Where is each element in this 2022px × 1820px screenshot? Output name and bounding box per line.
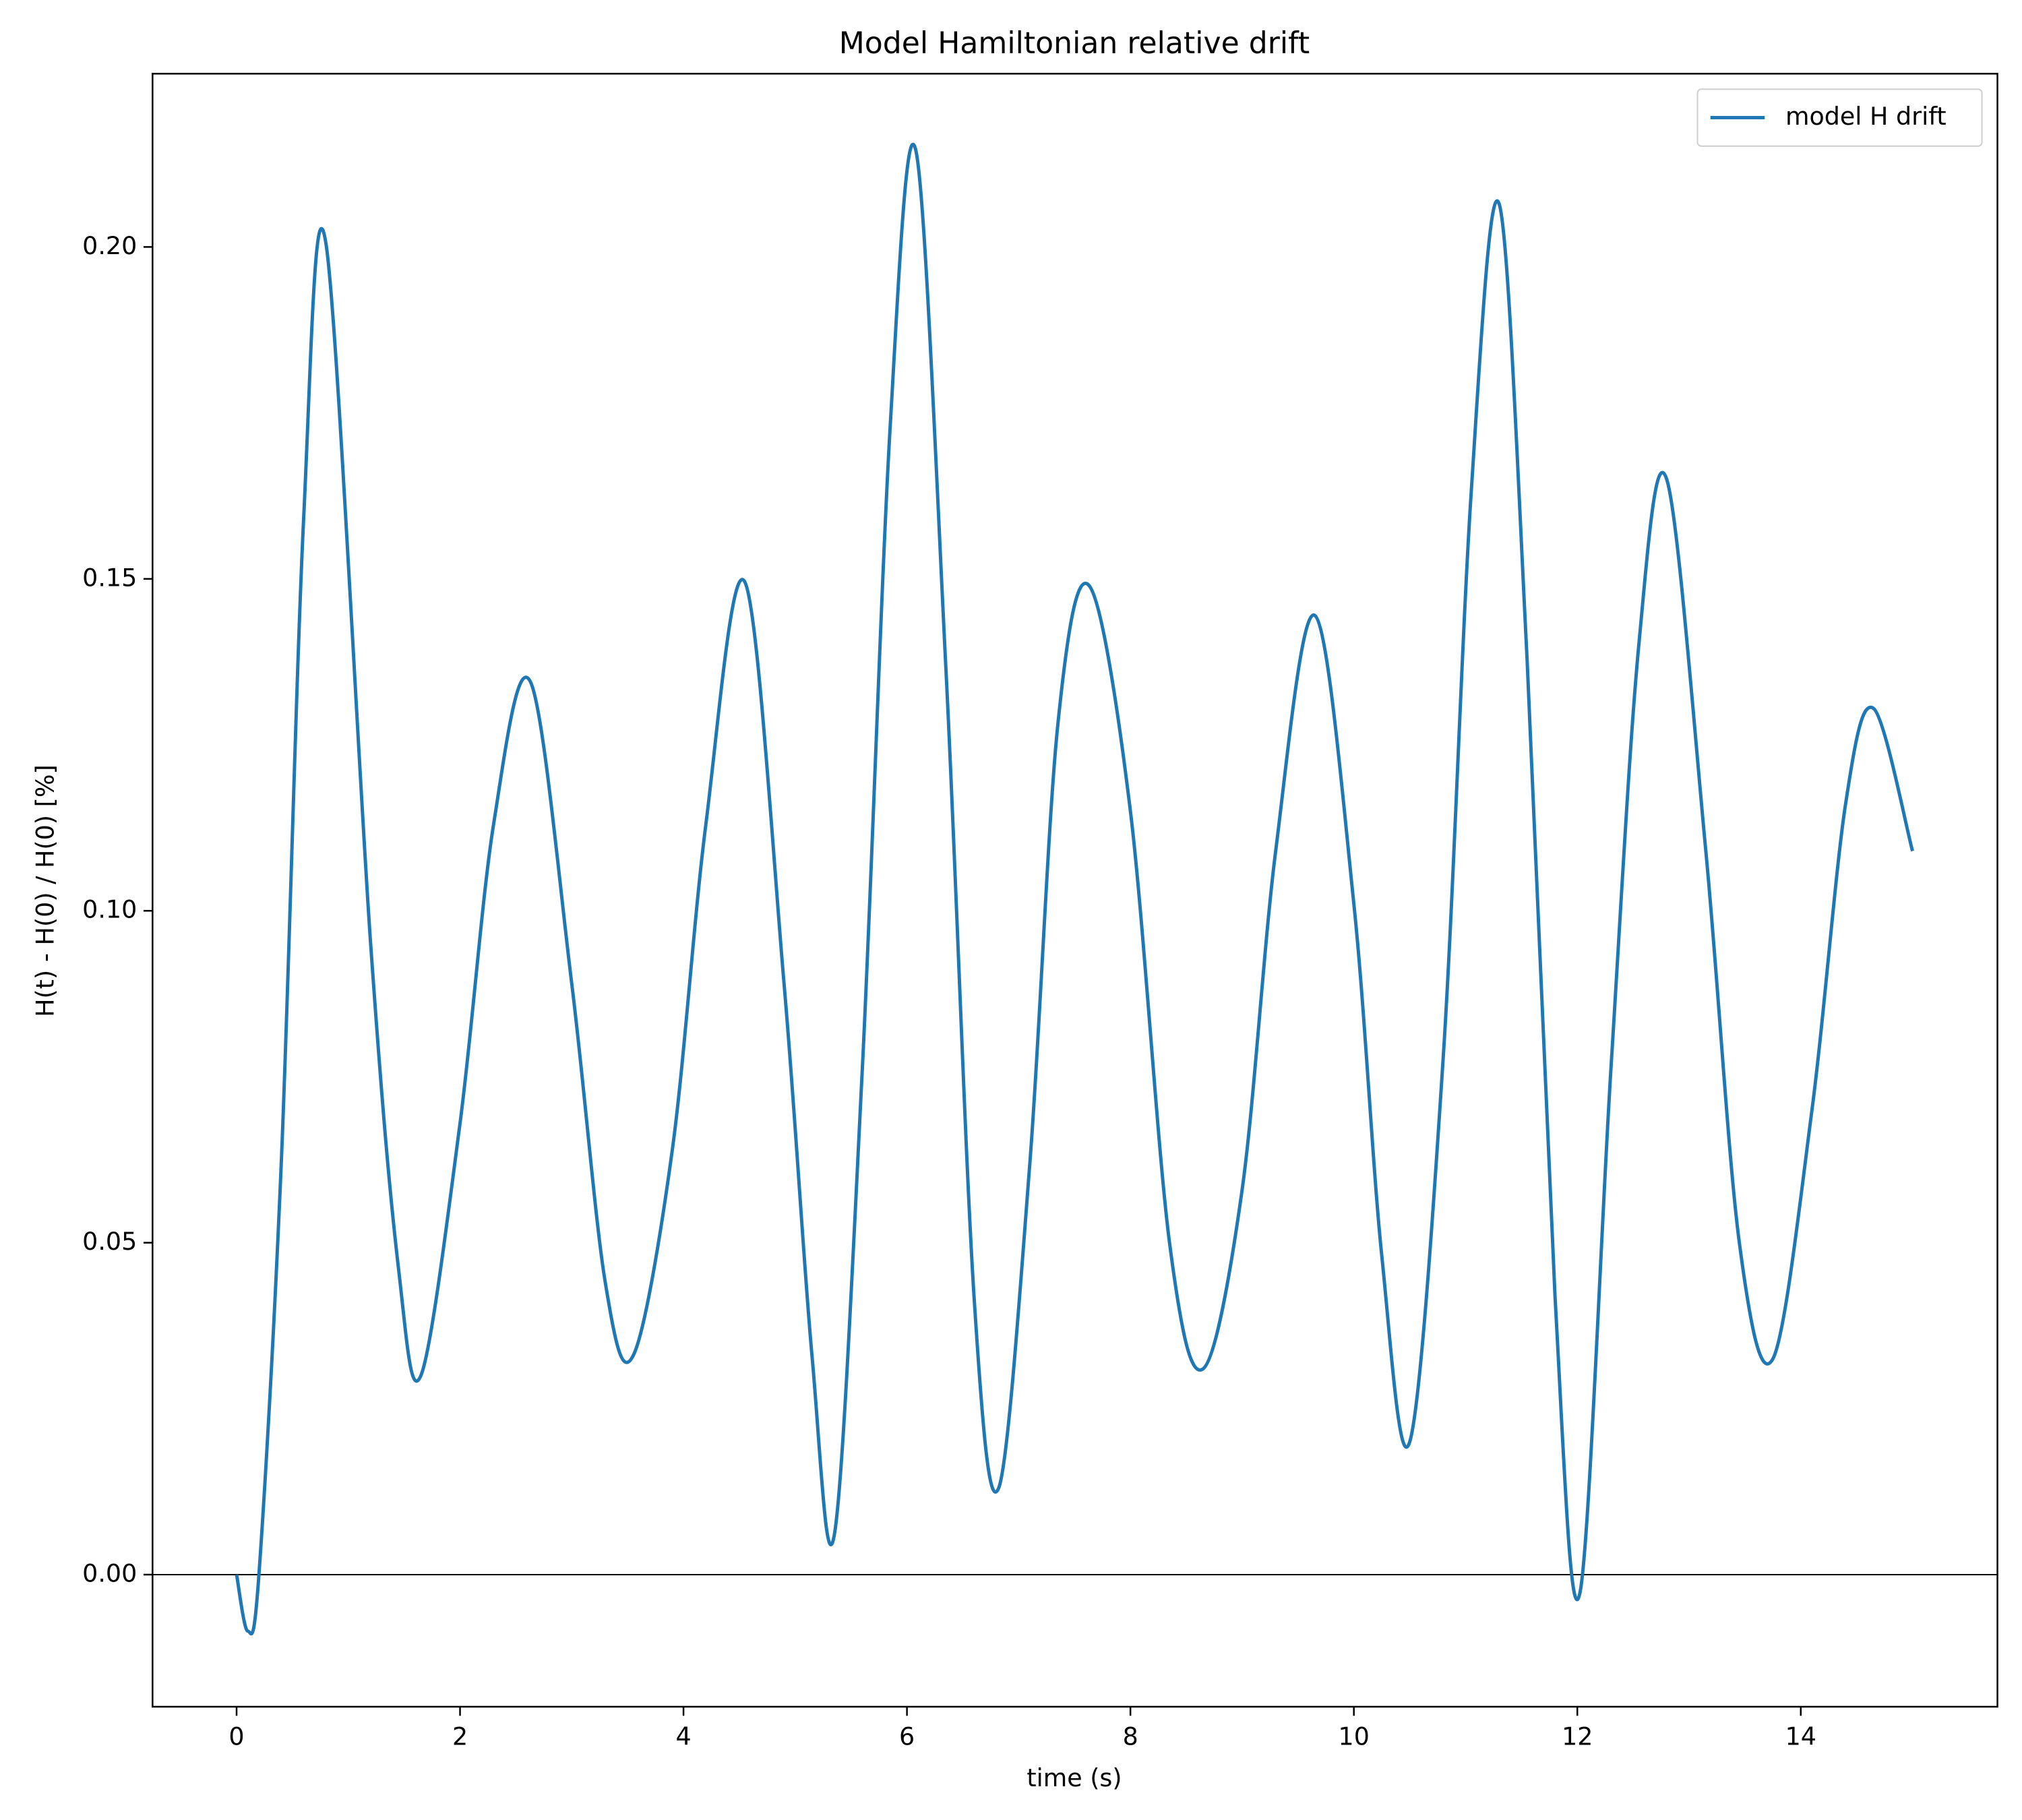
y-tick-label: 0.20 [82, 231, 137, 260]
legend: model H drift [1696, 88, 1983, 147]
plot-frame [152, 73, 1998, 1708]
x-tick-label: 2 [452, 1722, 468, 1751]
y-tick-label: 0.10 [82, 895, 137, 924]
x-tick-label: 14 [1785, 1722, 1816, 1751]
x-tick-label: 4 [675, 1722, 691, 1751]
data-line [235, 142, 1914, 1636]
legend-label: model H drift [1785, 102, 1947, 131]
x-tick-label: 8 [1123, 1722, 1138, 1751]
x-tick-label: 10 [1339, 1722, 1370, 1751]
x-axis-label: time (s) [1027, 1763, 1122, 1792]
x-tick-label: 12 [1562, 1722, 1593, 1751]
x-tick-label: 0 [228, 1722, 244, 1751]
legend-box [1696, 88, 1983, 147]
chart-title: Model Hamiltonian relative drift [839, 26, 1310, 61]
y-tick-label: 0.15 [82, 563, 137, 592]
y-tick-label: 0.00 [82, 1558, 137, 1587]
x-tick-label: 6 [899, 1722, 915, 1751]
y-tick-label: 0.05 [82, 1227, 137, 1256]
y-axis-label: H(t) - H(0) / H(0) [%] [31, 764, 60, 1017]
